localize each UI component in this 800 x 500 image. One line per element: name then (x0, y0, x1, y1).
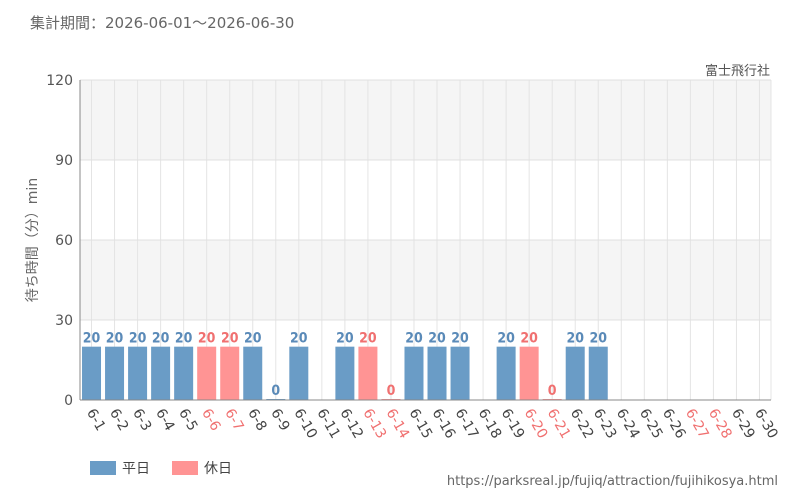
x-tick-label-6-26: 6-26 (659, 406, 689, 442)
legend-item-weekday: 平日 (90, 458, 150, 478)
value-label-6-21: 0 (548, 383, 557, 399)
legend: 平日 休日 (90, 458, 232, 478)
x-tick-label-6-12: 6-12 (336, 406, 366, 442)
background-bands (80, 80, 771, 320)
x-tick-label-6-6: 6-6 (198, 406, 223, 434)
x-tick-label-6-23: 6-23 (590, 406, 620, 442)
value-label-6-13: 20 (359, 331, 377, 347)
y-tick-label: 30 (55, 313, 73, 329)
x-tick-label-6-4: 6-4 (152, 406, 177, 434)
legend-label-weekday: 平日 (122, 461, 150, 477)
bar-6-6 (197, 346, 217, 400)
bar-6-2 (105, 346, 125, 400)
period-label: 集計期間：2026-06-01～2026-06-30 (30, 14, 295, 32)
x-tick-label-6-9: 6-9 (267, 406, 292, 434)
value-label-6-4: 20 (152, 331, 170, 347)
bar-6-4 (151, 346, 171, 400)
background-band (80, 240, 771, 320)
x-tick-label-6-15: 6-15 (406, 406, 436, 442)
axes (79, 80, 771, 401)
legend-swatch-weekday (90, 461, 116, 475)
legend-label-holiday: 休日 (204, 461, 232, 477)
value-label-6-14: 0 (387, 383, 396, 399)
value-label-6-15: 20 (405, 331, 423, 347)
x-tick-label-6-30: 6-30 (751, 406, 781, 442)
bar-6-20 (519, 346, 539, 400)
value-label-6-3: 20 (129, 331, 147, 347)
bar-6-7 (220, 346, 240, 400)
bar-6-5 (174, 346, 194, 400)
value-label-6-7: 20 (221, 331, 239, 347)
value-label-6-19: 20 (497, 331, 515, 347)
x-tick-label-6-5: 6-5 (175, 406, 200, 434)
value-label-6-8: 20 (244, 331, 262, 347)
value-label-6-9: 0 (271, 383, 280, 399)
y-tick-labels: 0 30 60 90 120 (46, 73, 73, 409)
legend-swatch-holiday (172, 461, 198, 475)
value-label-6-2: 20 (106, 331, 124, 347)
bar-6-23 (588, 346, 608, 400)
bar-6-17 (450, 346, 470, 400)
bars (82, 346, 608, 400)
y-tick-label: 0 (64, 393, 73, 409)
x-tick-label-6-8: 6-8 (244, 406, 269, 434)
bar-6-19 (496, 346, 516, 400)
value-label-6-20: 20 (520, 331, 538, 347)
bar-6-15 (404, 346, 424, 400)
value-labels: 20 20 20 20 20 20 20 20 0 20 20 20 0 20 20 20 20 20 0 20 20 (83, 331, 607, 399)
x-tick-label-6-13: 6-13 (359, 406, 389, 442)
y-tick-label: 120 (46, 73, 73, 89)
x-tick-label-6-17: 6-17 (452, 406, 482, 442)
bar-6-12 (335, 346, 355, 400)
x-tick-label-6-25: 6-25 (636, 406, 666, 442)
x-tick-label-6-27: 6-27 (682, 406, 712, 442)
value-label-6-22: 20 (566, 331, 584, 347)
bar-6-22 (565, 346, 585, 400)
source-url: https://parksreal.jp/fujiq/attraction/fu… (446, 474, 778, 489)
x-tick-label-6-16: 6-16 (429, 406, 459, 442)
bar-6-3 (128, 346, 148, 400)
x-tick-labels: 6-16-26-36-46-56-66-76-86-96-106-116-126… (83, 406, 781, 442)
value-label-6-23: 20 (589, 331, 607, 347)
y-tick-label: 60 (55, 233, 73, 249)
x-tick-label-6-19: 6-19 (498, 406, 528, 442)
x-tick-label-6-22: 6-22 (567, 406, 597, 442)
x-tick-label-6-1: 6-1 (83, 406, 108, 434)
x-tick-label-6-28: 6-28 (705, 406, 735, 442)
bar-6-8 (243, 346, 263, 400)
bar-6-13 (358, 346, 378, 400)
value-label-6-16: 20 (428, 331, 446, 347)
value-label-6-5: 20 (175, 331, 193, 347)
bar-6-10 (289, 346, 309, 400)
x-tick-label-6-14: 6-14 (382, 406, 412, 442)
x-tick-label-6-24: 6-24 (613, 406, 643, 442)
x-tick-label-6-11: 6-11 (313, 406, 343, 442)
y-tick-label: 90 (55, 153, 73, 169)
x-tick-label-6-7: 6-7 (221, 406, 246, 434)
background-band (80, 80, 771, 160)
legend-item-holiday: 休日 (172, 458, 232, 478)
bar-6-1 (82, 346, 102, 400)
bar-6-16 (427, 346, 447, 400)
value-label-6-17: 20 (451, 331, 469, 347)
value-label-6-1: 20 (83, 331, 101, 347)
x-tick-label-6-20: 6-20 (521, 406, 551, 442)
x-tick-label-6-3: 6-3 (129, 406, 154, 434)
x-tick-label-6-10: 6-10 (290, 406, 320, 442)
attraction-name: 富士飛行社 (704, 64, 770, 79)
value-label-6-6: 20 (198, 331, 216, 347)
value-label-6-10: 20 (290, 331, 308, 347)
value-label-6-12: 20 (336, 331, 354, 347)
x-tick-label-6-29: 6-29 (728, 406, 758, 442)
x-tick-label-6-21: 6-21 (544, 406, 574, 442)
x-tick-label-6-18: 6-18 (475, 406, 505, 442)
x-tick-label-6-2: 6-2 (106, 406, 131, 434)
